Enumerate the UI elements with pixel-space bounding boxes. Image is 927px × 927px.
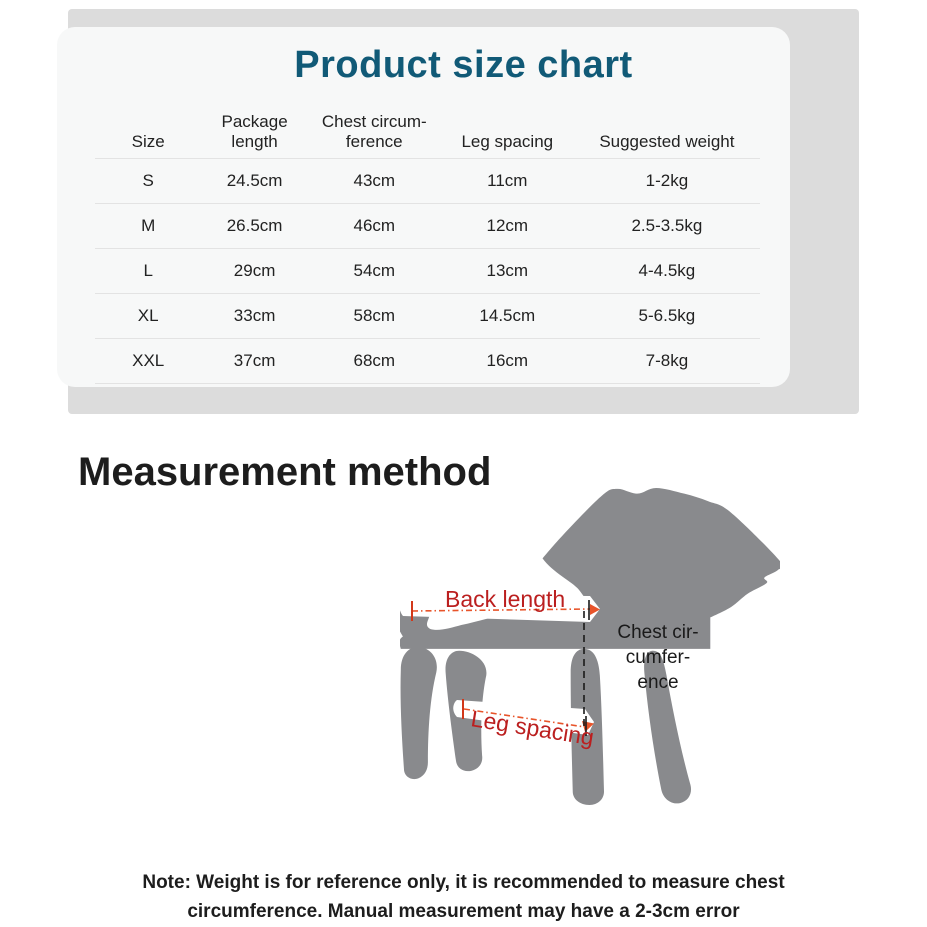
svg-text:Back length: Back length <box>445 586 565 612</box>
